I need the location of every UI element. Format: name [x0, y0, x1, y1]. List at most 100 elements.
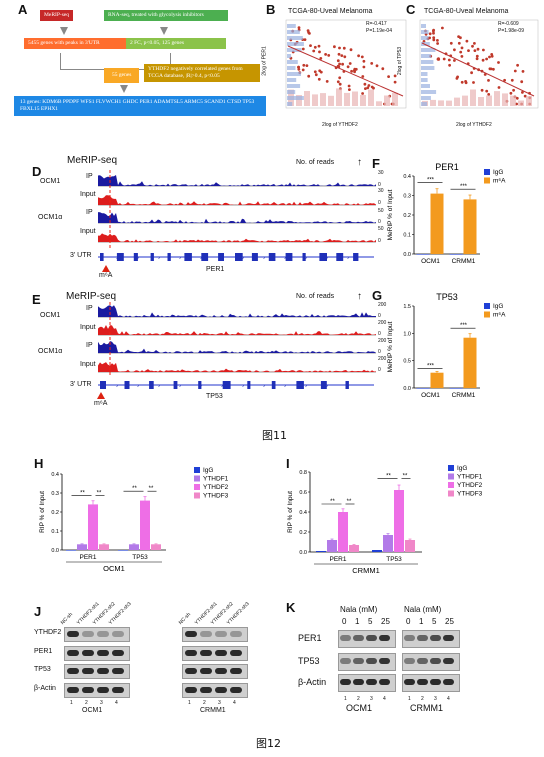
blot-band	[366, 679, 377, 685]
svg-text:›: ›	[284, 256, 286, 262]
legend-swatch	[448, 465, 454, 471]
sig-stars: **	[330, 499, 335, 505]
exon	[198, 381, 202, 389]
blot-band	[82, 686, 94, 693]
y-tick-label: 0.8	[299, 470, 307, 476]
panel-label-f: F	[372, 156, 380, 171]
blot-j-lane-number: 4	[233, 700, 236, 706]
scatter-hist-bar	[478, 97, 484, 106]
scatter-point	[437, 57, 440, 60]
scatter-point	[361, 92, 364, 95]
scatter-point	[336, 59, 340, 63]
scatter-point	[297, 26, 301, 30]
track-d-reads-arrow: ↑	[357, 157, 362, 168]
caption-1: 图11	[262, 429, 287, 442]
chart-h: 0.0 0.1 0.2 0.3 0.4 RIP % of Input PER1 ** ** TP5…	[39, 467, 229, 573]
track-e-ip1: IP	[86, 305, 93, 312]
scatter-point	[436, 42, 439, 45]
scatter-point	[353, 70, 356, 74]
blot-band	[417, 658, 428, 664]
bar	[129, 544, 139, 550]
scatter-point	[523, 94, 527, 98]
blot-band	[379, 679, 390, 685]
sig-stars: **	[386, 474, 391, 480]
scatter-point	[364, 87, 367, 90]
y-tick-label: 0.1	[403, 233, 411, 239]
track-e-tick-2: 200	[378, 320, 387, 326]
exon	[218, 253, 224, 261]
scatter-point	[485, 89, 489, 93]
blot-k-lane-number: 2	[421, 696, 424, 702]
blot-k-dose: 25	[381, 617, 390, 626]
scatter-point	[348, 62, 352, 65]
flow-peaks-box: 5455 genes with peaks in 3'UTR	[24, 38, 130, 49]
scatter-point	[375, 64, 379, 68]
bar	[463, 199, 477, 254]
track-d-utr: 3' UTR	[70, 252, 92, 259]
scatter-point	[521, 70, 525, 73]
y-tick-label: 0.3	[51, 491, 59, 497]
scatter-c-plot	[419, 19, 539, 109]
scatter-hist-bar	[421, 84, 430, 88]
y-tick-label: 0.4	[51, 472, 59, 478]
scatter-point	[432, 31, 435, 35]
scatter-point	[471, 44, 474, 48]
scatter-point	[302, 63, 306, 67]
scatter-hist-bar	[304, 91, 310, 106]
legend-label: YTHDF1	[457, 474, 483, 481]
y-tick-label: 0.3	[403, 194, 411, 200]
scatter-b-title: TCGA-80-Uveal Melanoma	[288, 8, 373, 15]
exon	[353, 253, 359, 261]
scatter-point	[327, 54, 331, 57]
blot-band	[185, 667, 197, 674]
track-d-ip2: IP	[86, 209, 93, 216]
svg-text:›: ›	[179, 384, 181, 390]
scatter-point	[318, 69, 322, 73]
scatter-hist-bar	[287, 30, 300, 34]
legend-swatch	[194, 467, 200, 473]
scatter-point	[483, 73, 487, 76]
scatter-point	[473, 49, 477, 52]
panel-label-a: A	[18, 2, 28, 17]
blot-k-lane-number: 3	[370, 696, 373, 702]
blot-k-lane-number: 4	[447, 696, 450, 702]
chart-g: 0.0 0.5 1.0 1.5 MeRIP % of Input TP53 OCM1 *** C…	[387, 292, 506, 399]
blot-band	[82, 649, 94, 656]
scatter-hist-bar	[502, 93, 508, 106]
blot-k-dose: 25	[445, 617, 454, 626]
scatter-point	[513, 69, 517, 73]
blot-band	[185, 649, 197, 656]
y-tick-label: 0.6	[299, 490, 307, 496]
track-d-input1: Input	[80, 191, 96, 198]
flow-arrow-4	[110, 53, 171, 70]
panel-label-i: I	[286, 456, 290, 471]
scatter-point	[387, 75, 390, 78]
scatter-point	[455, 77, 459, 80]
exon	[285, 253, 293, 261]
scatter-point	[485, 57, 488, 61]
scatter-hist-bar	[526, 96, 532, 106]
scatter-point	[306, 29, 310, 32]
blot-band	[97, 667, 109, 674]
bar	[405, 540, 415, 552]
scatter-point	[340, 54, 344, 57]
scatter-point	[503, 78, 506, 82]
scatter-point	[318, 50, 321, 54]
scatter-point	[337, 52, 341, 56]
y-tick-label: 0.2	[51, 510, 59, 516]
scatter-hist-bar	[287, 42, 304, 46]
scatter-hist-bar	[421, 30, 429, 34]
scatter-point	[347, 84, 351, 88]
sig-stars: ***	[460, 184, 468, 190]
track-e-ip2: IP	[86, 342, 93, 349]
blot-band	[185, 630, 197, 637]
blot-j-lane-number: 1	[70, 700, 73, 706]
scatter-point	[348, 88, 351, 91]
bar	[151, 544, 161, 550]
blot-band	[430, 658, 441, 664]
y-tick-label: 1.0	[403, 331, 411, 337]
blot-k-header: Nala (mM)	[340, 605, 378, 614]
panel-label-j: J	[34, 604, 42, 619]
scatter-hist-bar	[287, 66, 296, 70]
scatter-hist-bar	[287, 24, 296, 28]
